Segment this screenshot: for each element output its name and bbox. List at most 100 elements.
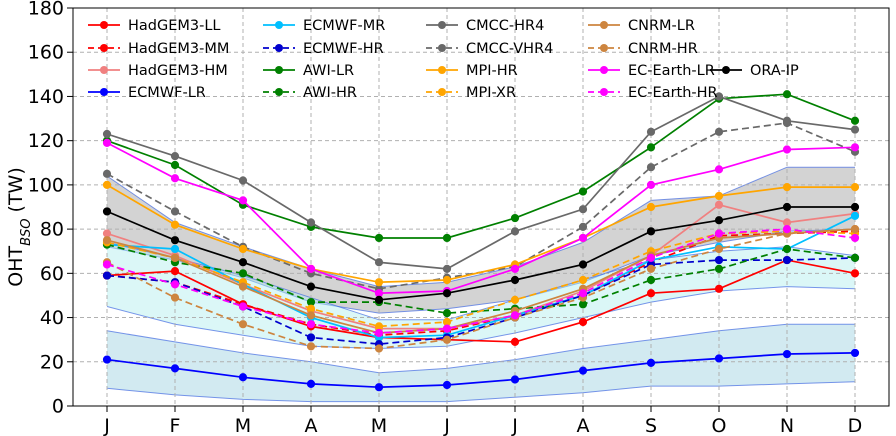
y-tick-label-20: 20 — [40, 351, 64, 373]
x-tick-label-7: A — [577, 415, 590, 436]
series-cmcc-hr4 — [102, 92, 860, 274]
legend-label-cmcc-hr4: CMCC-HR4 — [466, 18, 544, 34]
legend-label-cnrm-hr: CNRM-HR — [628, 41, 698, 57]
point-cmcc-hr4-0 — [102, 129, 112, 139]
legend-swatch-marker-cnrm-hr — [600, 44, 608, 52]
legend-label-mpi-hr: MPI-HR — [466, 63, 518, 79]
middle-band-high-edge — [106, 241, 856, 321]
point-mpi-hr-8 — [646, 202, 656, 212]
point-ora-ip-2 — [238, 258, 248, 267]
point-ec-earth-hr-11 — [850, 233, 860, 243]
point-hadgem3-hm-9 — [714, 200, 724, 209]
point-awi-lr-8 — [646, 143, 656, 152]
series-line-hadgem3-hm — [106, 203, 856, 330]
series-ec-earth-lr — [102, 138, 860, 298]
legend-swatch-marker-hadgem3-ll — [100, 21, 108, 29]
point-awi-hr-7 — [578, 300, 588, 309]
series-lines — [102, 90, 860, 392]
point-cnrm-hr-9 — [714, 244, 724, 254]
y-tick-label-160: 160 — [28, 42, 64, 64]
point-ora-ip-5 — [442, 289, 452, 298]
point-cnrm-hr-4 — [374, 344, 384, 353]
series-ecmwf-lr — [102, 348, 860, 392]
point-cnrm-lr-0 — [102, 236, 112, 245]
legend-entry-hadgem3-hm: HadGEM3-HM — [88, 63, 228, 79]
point-ec-earth-hr-9 — [714, 229, 724, 238]
series-line-cnrm-hr — [106, 228, 856, 350]
point-cmcc-hr4-6 — [510, 227, 520, 236]
point-ecmwf-lr-2 — [238, 373, 248, 382]
series-line-hadgem3-mm — [106, 230, 856, 337]
point-mpi-xr-7 — [578, 275, 588, 285]
point-hadgem3-hm-0 — [102, 229, 112, 238]
point-ora-ip-7 — [578, 260, 588, 269]
point-ecmwf-hr-3 — [306, 333, 316, 342]
legend-swatch-marker-ec-earth-hr — [600, 88, 608, 96]
point-awi-hr-3 — [306, 297, 316, 307]
point-mpi-xr-3 — [306, 304, 316, 313]
point-ora-ip-11 — [850, 202, 860, 212]
legend-entry-ora-ip: ORA-IP — [710, 63, 799, 79]
middle-band-low-edge — [106, 286, 856, 350]
y-tick-label-120: 120 — [28, 130, 64, 152]
legend-label-hadgem3-ll: HadGEM3-LL — [128, 18, 221, 34]
upper-band-low-edge — [106, 228, 856, 314]
series-line-ecmwf-lr — [106, 352, 856, 389]
point-mpi-hr-1 — [170, 220, 180, 229]
point-ora-ip-10 — [782, 202, 792, 212]
legend-label-awi-hr: AWI-HR — [303, 85, 357, 101]
point-cmcc-hr4-7 — [578, 205, 588, 214]
legend-label-awi-lr: AWI-LR — [303, 63, 354, 79]
point-cmcc-hr4-3 — [306, 218, 316, 227]
point-mpi-hr-9 — [714, 191, 724, 201]
point-ec-earth-hr-5 — [442, 324, 452, 333]
series-line-mpi-hr — [106, 184, 855, 284]
point-ora-ip-6 — [510, 275, 520, 285]
point-ec-earth-hr-6 — [510, 311, 520, 320]
point-cnrm-hr-1 — [170, 293, 180, 302]
legend-swatch-marker-cmcc-vhr4 — [438, 44, 446, 52]
point-ora-ip-1 — [170, 236, 180, 245]
point-ecmwf-hr-9 — [714, 255, 724, 265]
point-ecmwf-lr-5 — [442, 380, 452, 390]
point-ora-ip-8 — [646, 227, 656, 236]
y-tick-label-0: 0 — [52, 396, 64, 418]
point-cmcc-vhr4-9 — [714, 127, 724, 136]
lower-band-high-edge — [106, 323, 855, 374]
point-ecmwf-hr-10 — [782, 255, 792, 265]
point-ec-earth-lr-11 — [850, 143, 860, 152]
point-cmcc-hr4-11 — [850, 125, 860, 134]
point-ecmwf-lr-0 — [102, 355, 112, 364]
point-ec-earth-lr-1 — [170, 174, 180, 183]
point-awi-lr-10 — [782, 90, 792, 99]
series-line-cnrm-lr — [106, 228, 856, 334]
point-awi-lr-1 — [170, 160, 180, 170]
legend-label-ec-earth-hr: EC-Earth-HR — [628, 85, 718, 101]
point-cmcc-hr4-5 — [442, 264, 452, 274]
point-ecmwf-mr-1 — [170, 244, 180, 254]
point-mpi-hr-10 — [782, 183, 792, 192]
plot-frame — [72, 7, 890, 407]
y-axis-label-subscript: BSO — [19, 219, 34, 246]
point-mpi-xr-5 — [442, 317, 452, 327]
point-cmcc-hr4-1 — [170, 152, 180, 161]
legend-label-hadgem3-hm: HadGEM3-HM — [128, 63, 228, 79]
point-cmcc-vhr4-7 — [578, 222, 588, 231]
point-hadgem3-ll-8 — [646, 289, 656, 298]
legend-entry-ec-earth-hr: EC-Earth-HR — [588, 85, 718, 101]
legend-swatch-marker-ecmwf-mr — [275, 21, 283, 29]
point-cmcc-vhr4-1 — [170, 207, 180, 216]
x-tick-label-1: F — [170, 415, 181, 436]
point-ec-earth-hr-3 — [306, 320, 316, 329]
y-axis: 0 20 40 60 80 100 120 140 160 180 — [28, 0, 73, 418]
point-ecmwf-lr-1 — [170, 364, 180, 373]
point-ora-ip-3 — [306, 282, 316, 291]
point-mpi-xr-6 — [510, 295, 520, 304]
upper-band-high-edge — [106, 166, 855, 288]
x-tick-label-11: D — [848, 415, 863, 436]
y-tick-label-40: 40 — [40, 307, 64, 329]
legend-entry-ec-earth-lr: EC-Earth-LR — [588, 63, 715, 79]
point-ec-earth-hr-10 — [782, 225, 792, 234]
point-cnrm-lr-2 — [238, 282, 248, 291]
